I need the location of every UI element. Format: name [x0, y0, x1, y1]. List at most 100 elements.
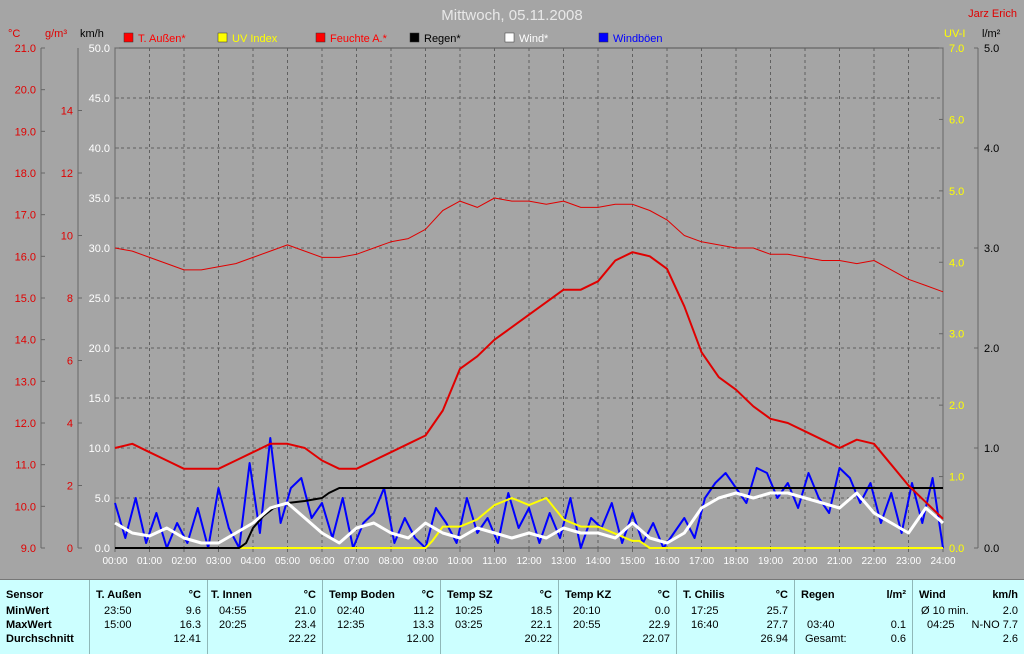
- max-time: 03:25: [455, 619, 483, 631]
- axis-unit-label: °C: [8, 28, 20, 40]
- series-line: [114, 197, 944, 293]
- x-tick-label: 01:00: [137, 556, 162, 567]
- axis-unit-label: km/h: [80, 28, 104, 40]
- rain-axis-tick-label: 1.0: [984, 443, 999, 455]
- x-tick-label: 18:00: [723, 556, 748, 567]
- min-value: 25.7: [766, 605, 788, 617]
- wind-axis-tick-label: 25.0: [89, 293, 110, 305]
- temp-axis-tick-label: 11.0: [15, 460, 36, 472]
- humidity-axis-tick-label: 12: [61, 168, 73, 180]
- stats-labels-column: Sensor MinWert MaxWert Durchschnitt: [0, 580, 90, 654]
- wind-axis-tick-label: 45.0: [89, 93, 110, 105]
- max-time: 20:55: [573, 619, 601, 631]
- legend-swatch: [123, 32, 134, 43]
- wind-axis-tick-label: 35.0: [89, 193, 110, 205]
- humidity-axis-tick-label: 6: [67, 356, 73, 368]
- min-value: 21.0: [294, 605, 316, 617]
- column-name: T. Außen: [96, 589, 142, 601]
- column-unit: °C: [188, 589, 201, 601]
- x-tick-label: 05:00: [275, 556, 300, 567]
- min-value: 0.0: [654, 605, 670, 617]
- uv-axis-tick-label: 4.0: [949, 257, 964, 269]
- x-tick-label: 12:00: [516, 556, 541, 567]
- max-value: N-NO 7.7: [971, 619, 1018, 631]
- column-unit: km/h: [992, 589, 1018, 601]
- series-line: [114, 251, 944, 520]
- avg-value: 26.94: [760, 633, 788, 645]
- stats-column-sensor: T. Innen °C 04:55 21.0 20:25 23.4 22.22: [205, 580, 323, 654]
- humidity-axis-tick-label: 8: [67, 293, 73, 305]
- legend-swatch: [315, 32, 326, 43]
- x-tick-label: 03:00: [206, 556, 231, 567]
- temp-axis-tick-label: 20.0: [15, 85, 36, 97]
- rain-axis-tick-label: 4.0: [984, 143, 999, 155]
- uv-axis-tick-label: 1.0: [949, 472, 964, 484]
- column-name: Temp SZ: [447, 589, 493, 601]
- wind-axis-tick-label: 40.0: [89, 143, 110, 155]
- min-value: 11.2: [413, 605, 434, 617]
- max-value: 13.3: [412, 619, 434, 631]
- min-time: 02:40: [337, 605, 365, 617]
- legend-label: Regen*: [424, 33, 461, 45]
- avg-value: 12.00: [406, 633, 434, 645]
- column-unit: °C: [539, 589, 552, 601]
- temp-axis-tick-label: 10.0: [15, 501, 36, 513]
- uv-axis-tick-label: 7.0: [949, 43, 964, 55]
- x-tick-label: 17:00: [689, 556, 714, 567]
- rain-axis-tick-label: 5.0: [984, 43, 999, 55]
- chart-title: Mittwoch, 05.11.2008: [441, 7, 582, 24]
- uv-axis-tick-label: 6.0: [949, 114, 964, 126]
- avg-value: 2.6: [1002, 633, 1018, 645]
- max-value: 27.7: [766, 619, 788, 631]
- avg-value: 22.07: [642, 633, 670, 645]
- stats-column-sensor: Temp KZ °C 20:10 0.0 20:55 22.9 22.07: [559, 580, 677, 654]
- chart-area: 21.0 20.0 19.0 18.0 17.0 16.0 15.0 14.0 13.0 12.0…: [8, 7, 1017, 567]
- x-tick-label: 07:00: [344, 556, 369, 567]
- x-tick-label: 00:00: [102, 556, 127, 567]
- rain-axis-tick-label: 2.0: [984, 343, 999, 355]
- axis-unit-label: l/m²: [982, 28, 1001, 40]
- stats-column-sensor: T. Außen °C 23:50 9.6 15:00 16.3 12.41: [90, 580, 208, 654]
- x-tick-label: 22:00: [861, 556, 886, 567]
- avg-value: 22.22: [288, 633, 316, 645]
- column-unit: °C: [775, 589, 788, 601]
- max-value: 23.4: [294, 619, 316, 631]
- column-unit: °C: [421, 589, 434, 601]
- column-unit: °C: [303, 589, 316, 601]
- temp-axis-tick-label: 13.0: [15, 376, 36, 388]
- min-time: 20:10: [573, 605, 601, 617]
- uv-axis-tick-label: 3.0: [949, 329, 964, 341]
- legend-swatch: [598, 32, 609, 43]
- wind-axis-tick-label: 0.0: [95, 543, 110, 555]
- stats-column-sensor: Temp Boden °C 02:40 11.2 12:35 13.3 12.00: [323, 580, 441, 654]
- max-time: 16:40: [691, 619, 719, 631]
- wind-axis-tick-label: 10.0: [89, 443, 110, 455]
- rain-axis-tick-label: 3.0: [984, 243, 999, 255]
- min-time: 03:40: [807, 619, 835, 631]
- max-time: 04:25: [927, 619, 955, 631]
- x-tick-label: 24:00: [930, 556, 955, 567]
- stats-column-sensor: T. Chilis °C 17:25 25.7 16:40 27.7 26.94: [677, 580, 795, 654]
- humidity-axis-tick-label: 10: [61, 231, 73, 243]
- legend-swatch: [504, 32, 515, 43]
- legend-label: T. Außen*: [138, 33, 186, 45]
- legend-label: Windböen: [613, 33, 663, 45]
- stats-column-sensor: Temp SZ °C 10:25 18.5 03:25 22.1 20.22: [441, 580, 559, 654]
- avg10-label: Ø 10 min.: [921, 605, 969, 617]
- uv-axis-tick-label: 2.0: [949, 400, 964, 412]
- rain-axis-tick-label: 0.0: [984, 543, 999, 555]
- wind-axis-tick-label: 20.0: [89, 343, 110, 355]
- x-tick-label: 20:00: [792, 556, 817, 567]
- stats-column-wind: Wind km/h Ø 10 min. 2.0 04:25 N-NO 7.7 2.6: [913, 580, 1024, 654]
- stats-column-rain: Regen l/m² 03:40 0.1 Gesamt: 0.6: [795, 580, 913, 654]
- wind-axis-tick-label: 50.0: [89, 43, 110, 55]
- temp-axis-tick-label: 12.0: [15, 418, 36, 430]
- min-time: 23:50: [104, 605, 132, 617]
- x-tick-label: 14:00: [585, 556, 610, 567]
- total-label: Gesamt:: [805, 633, 847, 645]
- x-tick-label: 19:00: [758, 556, 783, 567]
- column-unit: l/m²: [886, 589, 906, 601]
- max-time: 20:25: [219, 619, 247, 631]
- x-tick-label: 06:00: [309, 556, 334, 567]
- row-label-min: MinWert: [6, 605, 50, 617]
